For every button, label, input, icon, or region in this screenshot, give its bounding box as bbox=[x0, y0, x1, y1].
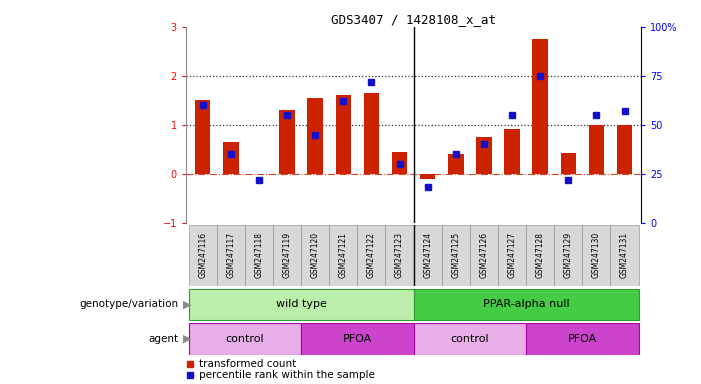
Text: GSM247126: GSM247126 bbox=[479, 232, 489, 278]
Bar bbox=[279, 110, 294, 174]
Bar bbox=[189, 289, 414, 320]
Bar bbox=[504, 129, 519, 174]
Text: ▶: ▶ bbox=[183, 299, 191, 310]
Bar bbox=[336, 95, 351, 174]
Text: genotype/variation: genotype/variation bbox=[80, 299, 179, 310]
Bar bbox=[358, 225, 386, 286]
Bar bbox=[386, 225, 414, 286]
Bar bbox=[329, 225, 358, 286]
Bar bbox=[420, 174, 435, 179]
Bar bbox=[273, 225, 301, 286]
Bar bbox=[617, 125, 632, 174]
Text: GSM247123: GSM247123 bbox=[395, 232, 404, 278]
Text: GSM247127: GSM247127 bbox=[508, 232, 517, 278]
Bar bbox=[364, 93, 379, 174]
Bar bbox=[476, 137, 491, 174]
Text: percentile rank within the sample: percentile rank within the sample bbox=[200, 370, 375, 380]
Text: GSM247121: GSM247121 bbox=[339, 232, 348, 278]
Text: wild type: wild type bbox=[275, 299, 327, 310]
Bar bbox=[189, 323, 301, 354]
Text: GSM247124: GSM247124 bbox=[423, 232, 432, 278]
Bar bbox=[392, 152, 407, 174]
Text: ▶: ▶ bbox=[183, 334, 191, 344]
Bar bbox=[561, 153, 576, 174]
Text: GSM247120: GSM247120 bbox=[311, 232, 320, 278]
Bar bbox=[533, 39, 548, 174]
Bar bbox=[195, 100, 210, 174]
Bar bbox=[611, 225, 639, 286]
Bar bbox=[583, 225, 611, 286]
Text: GSM247119: GSM247119 bbox=[283, 232, 292, 278]
Bar bbox=[414, 225, 442, 286]
Bar bbox=[189, 225, 217, 286]
Text: PFOA: PFOA bbox=[568, 334, 597, 344]
Text: GSM247122: GSM247122 bbox=[367, 232, 376, 278]
Bar bbox=[414, 289, 639, 320]
Bar bbox=[470, 225, 498, 286]
Text: GSM247131: GSM247131 bbox=[620, 232, 629, 278]
Bar bbox=[442, 225, 470, 286]
Bar bbox=[301, 225, 329, 286]
Text: PFOA: PFOA bbox=[343, 334, 372, 344]
Text: GSM247118: GSM247118 bbox=[254, 232, 264, 278]
Bar bbox=[526, 225, 554, 286]
Text: GSM247116: GSM247116 bbox=[198, 232, 207, 278]
Title: GDS3407 / 1428108_x_at: GDS3407 / 1428108_x_at bbox=[331, 13, 496, 26]
Bar bbox=[589, 125, 604, 174]
Bar bbox=[245, 225, 273, 286]
Text: transformed count: transformed count bbox=[200, 359, 297, 369]
Text: PPAR-alpha null: PPAR-alpha null bbox=[483, 299, 569, 310]
Text: agent: agent bbox=[149, 334, 179, 344]
Bar bbox=[498, 225, 526, 286]
Bar bbox=[217, 225, 245, 286]
Bar bbox=[448, 154, 463, 174]
Text: GSM247117: GSM247117 bbox=[226, 232, 236, 278]
Text: GSM247128: GSM247128 bbox=[536, 232, 545, 278]
Bar bbox=[301, 323, 414, 354]
Bar bbox=[554, 225, 583, 286]
Bar bbox=[308, 98, 323, 174]
Text: GSM247130: GSM247130 bbox=[592, 232, 601, 278]
Text: GSM247129: GSM247129 bbox=[564, 232, 573, 278]
Text: control: control bbox=[451, 334, 489, 344]
Bar bbox=[414, 323, 526, 354]
Text: GSM247125: GSM247125 bbox=[451, 232, 461, 278]
Bar bbox=[223, 142, 238, 174]
Text: control: control bbox=[226, 334, 264, 344]
Bar bbox=[526, 323, 639, 354]
